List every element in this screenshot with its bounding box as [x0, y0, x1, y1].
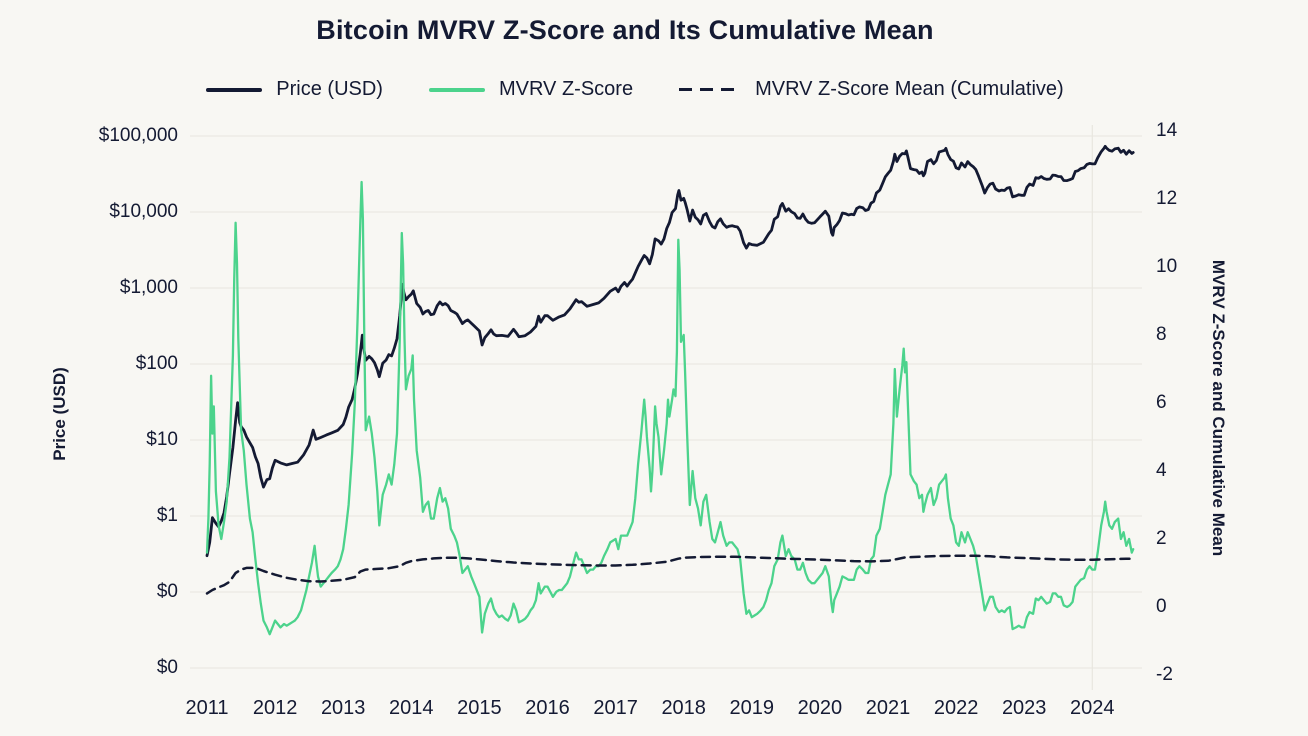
legend-label-mvrv-zscore: MVRV Z-Score [498, 78, 634, 100]
chart-title: Bitcoin MVRV Z-Score and Its Cumulative … [316, 15, 934, 45]
mvrv-mean-line [205, 554, 1135, 595]
left-axis-title: Price (USD) [50, 367, 69, 461]
price-line-swatch-icon [206, 87, 263, 92]
legend-item-price: Price (USD) [206, 78, 383, 101]
legend-item-mvrv-zscore: MVRV Z-Score [428, 78, 634, 101]
price-line [205, 144, 1135, 558]
legend-label-price: Price (USD) [276, 78, 383, 100]
mvrv-mean-line-swatch-icon [679, 88, 742, 91]
right-axis-title: MVRV Z-Score and Cumulative Mean [1209, 259, 1228, 557]
mvrv-zscore-line-swatch-icon [428, 87, 485, 92]
mvrv-zscore-line [205, 180, 1135, 636]
legend-item-mvrv-mean: MVRV Z-Score Mean (Cumulative) [679, 78, 1064, 101]
legend-label-mvrv-mean: MVRV Z-Score Mean (Cumulative) [755, 78, 1064, 100]
legend: Price (USD) MVRV Z-Score MVRV Z-Score Me… [0, 78, 1270, 101]
